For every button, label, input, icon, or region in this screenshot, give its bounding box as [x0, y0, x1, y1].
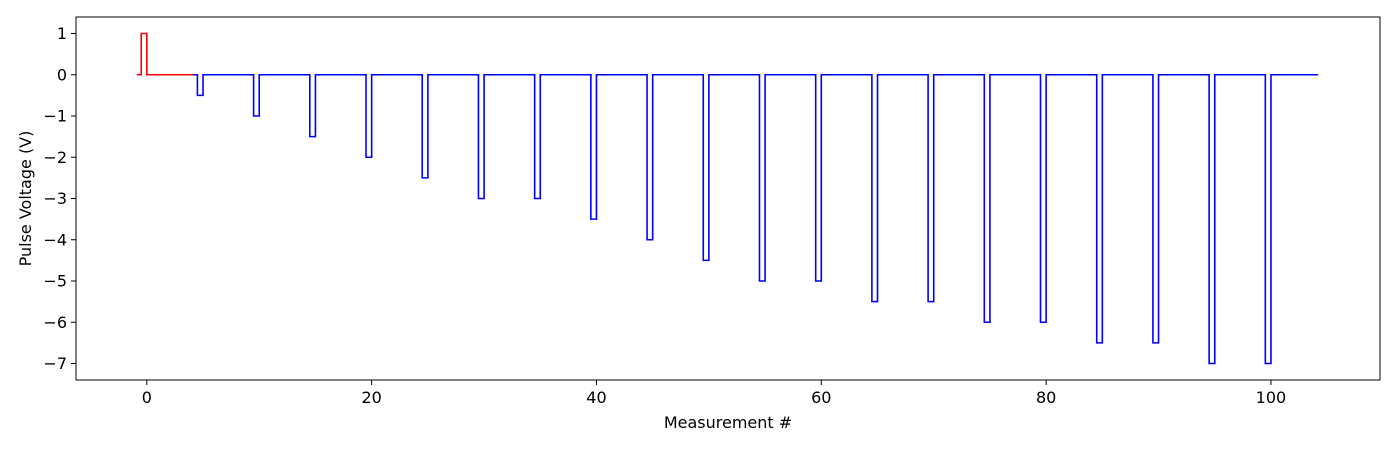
- x-tick-label: 100: [1256, 388, 1287, 407]
- x-tick-label: 40: [586, 388, 606, 407]
- x-tick-label: 20: [361, 388, 381, 407]
- y-axis-label: Pulse Voltage (V): [16, 131, 35, 267]
- x-tick-label: 60: [811, 388, 831, 407]
- y-tick-label: −3: [43, 189, 67, 208]
- y-tick-label: −6: [43, 313, 67, 332]
- y-tick-label: −7: [43, 354, 67, 373]
- y-tick-label: −5: [43, 272, 67, 291]
- x-tick-label: 80: [1036, 388, 1056, 407]
- y-tick-label: −2: [43, 148, 67, 167]
- y-tick-label: −1: [43, 107, 67, 126]
- x-tick-label: 0: [142, 388, 152, 407]
- plot-frame: [75, 16, 1381, 381]
- ticks-layer: 0 20 40 60 80 100 1 0 −1 −2 −3 −4 −5 −6 −7: [43, 24, 1286, 407]
- series-layer: [136, 32, 1319, 365]
- y-tick-label: 0: [57, 65, 67, 84]
- series-line-red: [136, 32, 193, 76]
- y-tick-label: −4: [43, 230, 67, 249]
- series-line-blue: [192, 73, 1319, 365]
- x-axis-label: Measurement #: [664, 413, 792, 432]
- y-tick-label: 1: [57, 24, 67, 43]
